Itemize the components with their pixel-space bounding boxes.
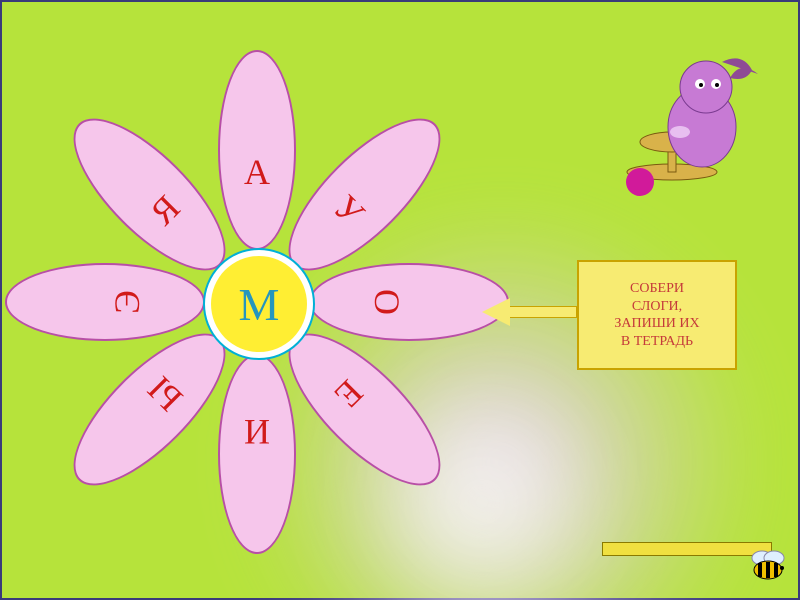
bottom-accent-bar [602, 542, 772, 556]
bee-icon [748, 548, 788, 587]
stage: АУОЕИЫЭЯМСОБЕРИСЛОГИ,ЗАПИШИ ИХВ ТЕТРАДЬ [0, 0, 800, 600]
instruction-text: СОБЕРИСЛОГИ,ЗАПИШИ ИХВ ТЕТРАДЬ [614, 280, 699, 350]
instruction-box: СОБЕРИСЛОГИ,ЗАПИШИ ИХВ ТЕТРАДЬ [577, 260, 737, 370]
character-illustration [602, 42, 762, 202]
